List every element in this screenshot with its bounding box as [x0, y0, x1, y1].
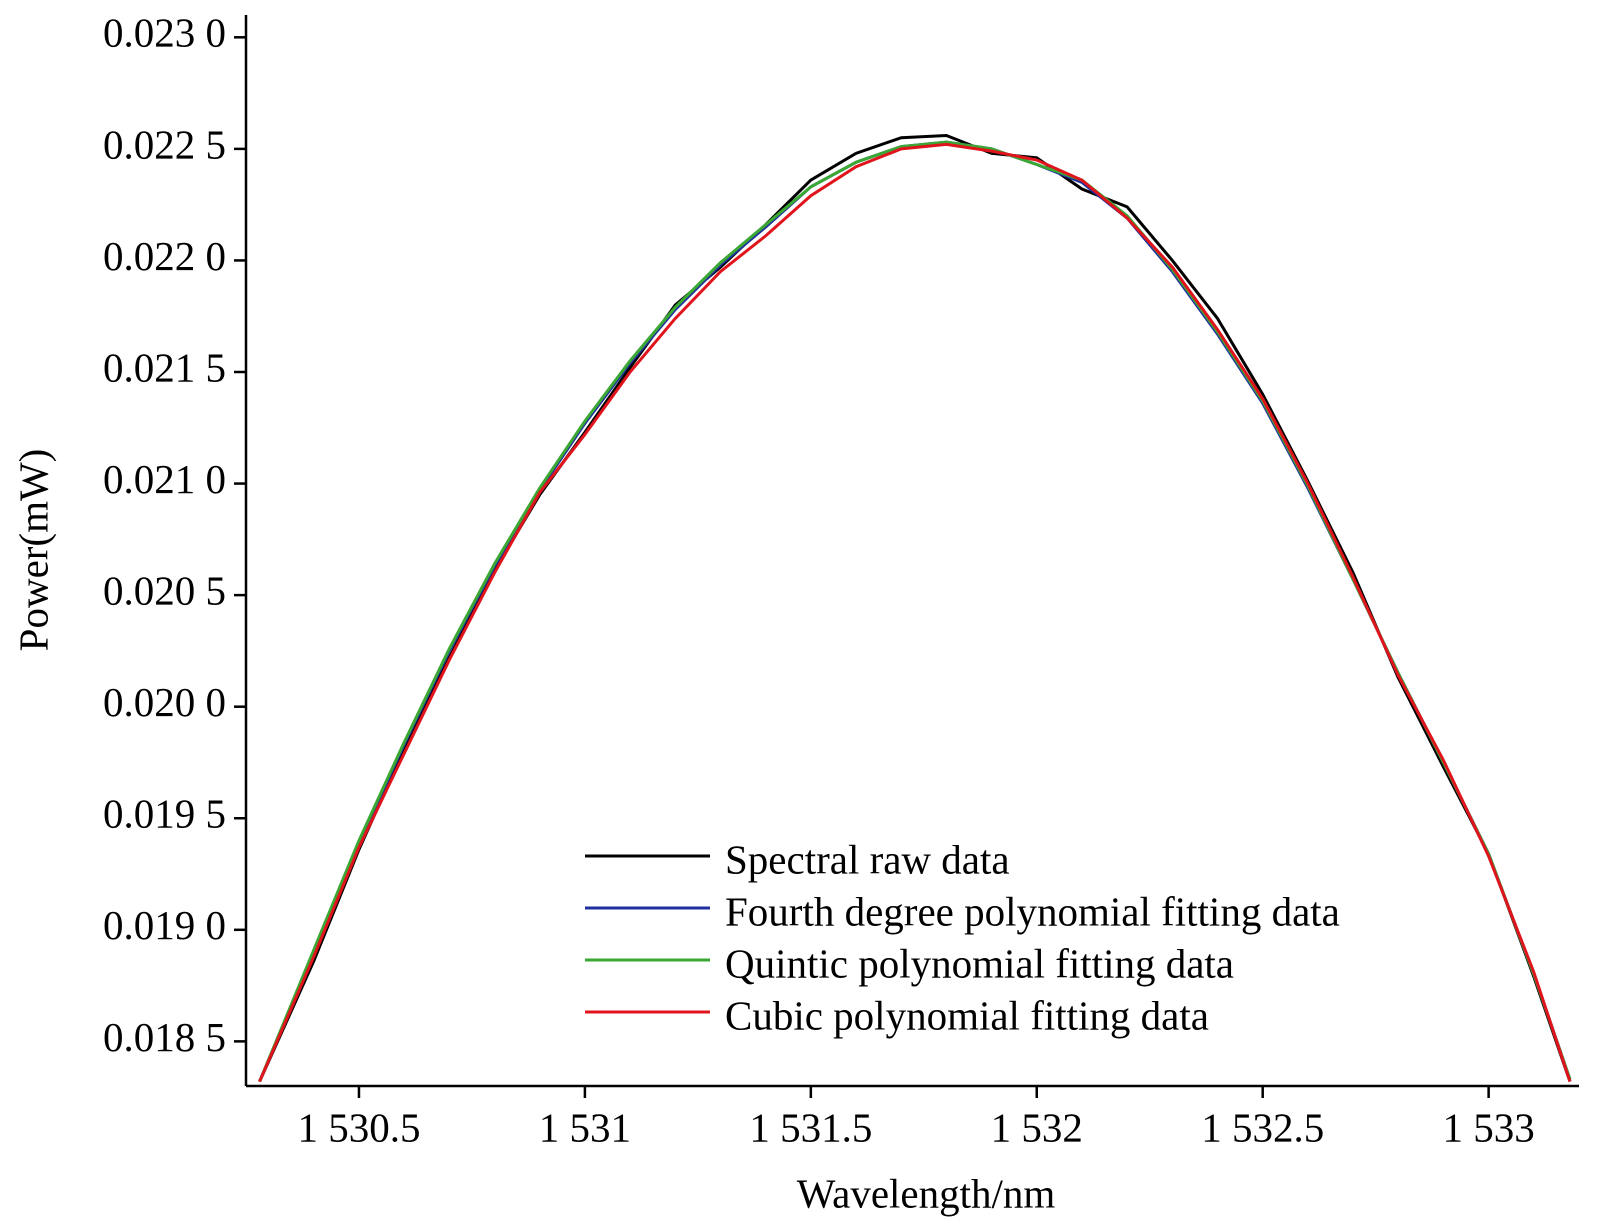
series-line	[258, 142, 1572, 1083]
y-tick-label: 0.019 0	[103, 902, 226, 948]
legend-label: Fourth degree polynomial fitting data	[725, 888, 1340, 934]
y-tick-label: 0.021 0	[103, 456, 226, 502]
legend-label: Cubic polynomial fitting data	[725, 992, 1209, 1038]
y-tick-label: 0.018 5	[103, 1014, 226, 1060]
legend-label: Quintic polynomial fitting data	[725, 940, 1234, 986]
legend-label: Spectral raw data	[725, 836, 1010, 882]
x-tick-label: 1 533	[1443, 1104, 1535, 1150]
y-tick-label: 0.022 5	[103, 121, 226, 167]
y-tick-label: 0.020 0	[103, 679, 226, 725]
y-tick-label: 0.019 5	[103, 791, 226, 837]
x-tick-label: 1 531.5	[749, 1104, 872, 1150]
y-tick-label: 0.021 5	[103, 344, 226, 390]
y-tick-label: 0.020 5	[103, 568, 226, 614]
y-tick-label: 0.023 0	[103, 10, 226, 56]
x-tick-label: 1 530.5	[297, 1104, 420, 1150]
x-axis-label: Wavelength/nm	[797, 1170, 1056, 1216]
x-tick-label: 1 532	[991, 1104, 1083, 1150]
x-tick-label: 1 531	[539, 1104, 631, 1150]
x-tick-label: 1 532.5	[1201, 1104, 1324, 1150]
y-tick-label: 0.022 0	[103, 233, 226, 279]
y-axis-label: Power(mW)	[10, 449, 56, 652]
